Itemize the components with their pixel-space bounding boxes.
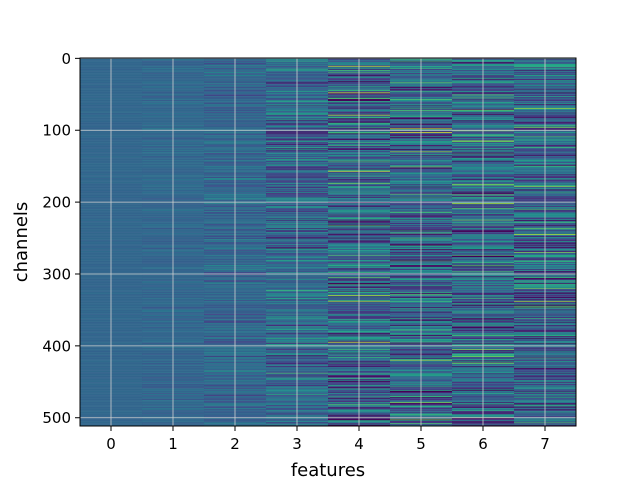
y-tick-label: 100 <box>42 122 71 140</box>
y-tick-label: 200 <box>42 194 71 212</box>
x-tick-label: 5 <box>416 435 426 453</box>
x-tick-label: 3 <box>292 435 302 453</box>
grid-lines <box>80 57 576 426</box>
x-tick-label: 2 <box>230 435 240 453</box>
y-tick-label: 400 <box>42 337 71 355</box>
x-tick-label: 6 <box>478 435 488 453</box>
y-tick-label: 500 <box>42 409 71 427</box>
plot-frame <box>79 57 577 427</box>
y-axis-ticks: 0 100 200 300 400 500 <box>42 50 80 427</box>
x-tick-label: 7 <box>540 435 550 453</box>
x-tick-label: 0 <box>106 435 116 453</box>
x-axis-label: features <box>291 460 365 480</box>
x-axis-ticks: 0 1 2 3 4 5 6 7 <box>106 426 550 453</box>
x-tick-label: 1 <box>168 435 178 453</box>
x-tick-label: 4 <box>354 435 364 453</box>
y-tick-label: 0 <box>61 50 71 68</box>
y-tick-label: 300 <box>42 265 71 283</box>
y-axis-label: channels <box>11 202 32 283</box>
plot-area <box>80 58 577 427</box>
